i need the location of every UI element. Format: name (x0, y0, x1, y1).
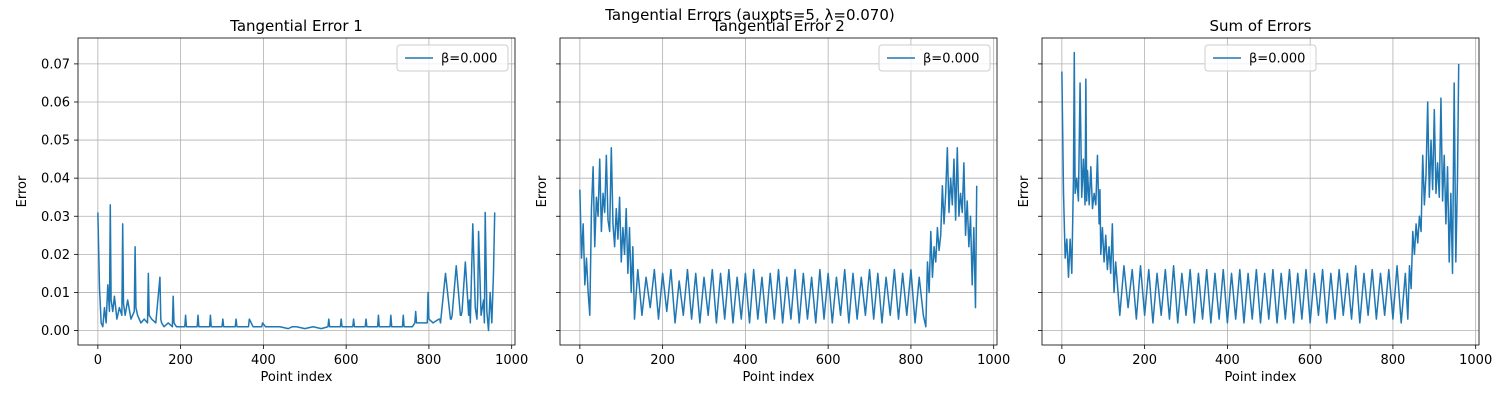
legend: β=0.000 (878, 44, 991, 72)
x-tick-label: 200 (1132, 353, 1157, 368)
y-axis-label: Error (1017, 175, 1032, 207)
x-tick-label: 0 (576, 353, 584, 368)
subplot-title: Tangential Error 2 (711, 17, 845, 35)
legend: β=0.000 (1204, 44, 1317, 72)
x-tick-label: 1000 (495, 353, 528, 368)
series-line-1 (97, 204, 496, 332)
subplot-title: Sum of Errors (1209, 17, 1311, 35)
axes-frame (559, 37, 998, 346)
x-tick-label: 200 (168, 353, 193, 368)
x-tick-label: 400 (251, 353, 276, 368)
x-axis-label: Point index (743, 370, 815, 385)
legend-entry: β=0.000 (441, 52, 497, 67)
x-tick-label: 1000 (1459, 353, 1492, 368)
x-tick-label: 400 (1215, 353, 1240, 368)
x-tick-label: 1000 (977, 353, 1010, 368)
y-axis-label: Error (535, 175, 550, 207)
x-tick-label: 0 (94, 353, 102, 368)
legend-box (1204, 44, 1317, 72)
series-line-1 (1061, 51, 1460, 324)
legend-box (396, 44, 509, 72)
y-tick-label: 0.00 (41, 324, 70, 339)
y-tick-label: 0.01 (41, 286, 70, 301)
subplots: 0 200 400 600 800 1000 0.00 0.01 0.02 0.03 0.04 0.0… (15, 17, 1492, 385)
legend-entry: β=0.000 (1249, 52, 1305, 67)
x-axis-label: Point index (1225, 370, 1297, 385)
x-tick-label: 600 (1298, 353, 1323, 368)
x-tick-label: 200 (650, 353, 675, 368)
x-tick-label: 600 (816, 353, 841, 368)
legend-box (878, 44, 991, 72)
y-tick-label: 0.02 (41, 248, 70, 263)
subplot-3: 0 200 400 600 800 1000 Sum of Errors Point inde… (1017, 17, 1492, 385)
subplot-2: 0 200 400 600 800 1000 Tangential Error 2 Point… (535, 17, 1010, 385)
legend-entry: β=0.000 (923, 52, 979, 67)
axes-frame (77, 37, 516, 346)
x-tick-label: 800 (1381, 353, 1406, 368)
x-tick-label: 600 (334, 353, 359, 368)
subplot-1: 0 200 400 600 800 1000 0.00 0.01 0.02 0.03 0.04 0.0… (15, 17, 528, 385)
x-tick-label: 800 (899, 353, 924, 368)
x-tick-label: 0 (1058, 353, 1066, 368)
y-tick-label: 0.07 (41, 57, 70, 72)
legend: β=0.000 (396, 44, 509, 72)
y-axis-label: Error (15, 175, 30, 207)
x-tick-label: 800 (417, 353, 442, 368)
y-tick-label: 0.04 (41, 172, 70, 187)
series-line-1 (579, 146, 978, 328)
subplot-title: Tangential Error 1 (229, 17, 363, 35)
y-tick-label: 0.03 (41, 210, 70, 225)
y-tick-label: 0.06 (41, 95, 70, 110)
axes-frame (1041, 37, 1480, 346)
x-axis-label: Point index (261, 370, 333, 385)
x-tick-label: 400 (733, 353, 758, 368)
figure-title: Tangential Errors (auxpts=5, λ=0.070) (604, 6, 895, 24)
y-tick-label: 0.05 (41, 134, 70, 149)
